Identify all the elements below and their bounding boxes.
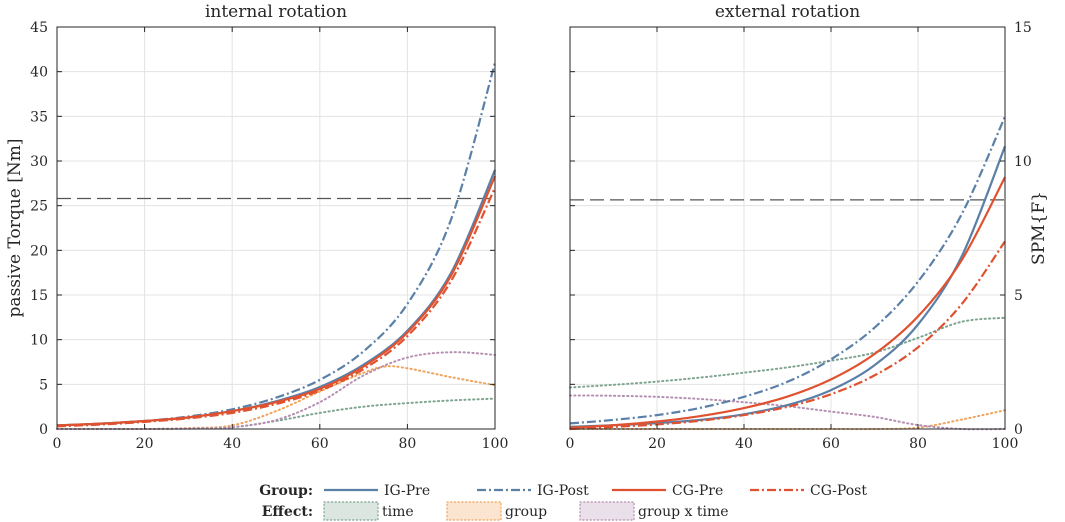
y-axis-label: passive Torque [Nm] bbox=[5, 139, 25, 318]
y-tick-label: 0 bbox=[1014, 422, 1023, 438]
series-line-ig-post bbox=[56, 62, 497, 427]
series-line-cg-post bbox=[56, 187, 496, 428]
x-tick-label: 60 bbox=[311, 436, 329, 452]
panel-title: external rotation bbox=[715, 2, 860, 22]
y-tick-label: 20 bbox=[30, 243, 48, 259]
effect-line-group-x-time bbox=[569, 394, 1006, 431]
series-line-ig-post bbox=[569, 116, 1007, 425]
plot-area bbox=[56, 62, 497, 431]
legend-label-group: group bbox=[505, 504, 547, 520]
x-tick-label: 40 bbox=[223, 436, 241, 452]
series-line-cg-post bbox=[569, 240, 1006, 431]
legend-items: IG-Pre IG-Post CG-Pre CG-Post time group group… bbox=[323, 483, 867, 521]
legend-label-group-x-time: group x time bbox=[638, 504, 729, 520]
y-tick-label: 15 bbox=[1014, 20, 1032, 36]
panel-title: internal rotation bbox=[205, 2, 347, 22]
legend-label-cg-post: CG-Post bbox=[810, 483, 867, 499]
legend-label-cg-pre: CG-Pre bbox=[672, 483, 723, 499]
legend-label-ig-pre: IG-Pre bbox=[384, 483, 430, 499]
x-tick-label: 40 bbox=[735, 436, 753, 452]
y-tick-label: 5 bbox=[1014, 288, 1023, 304]
legend-swatch-group-x-time bbox=[579, 501, 635, 521]
legend-label-ig-post: IG-Post bbox=[537, 483, 589, 499]
y-tick-label: 10 bbox=[30, 333, 48, 349]
x-tick-label: 20 bbox=[648, 436, 666, 452]
series-line-ig-pre bbox=[569, 145, 1007, 428]
y-tick-label: 45 bbox=[30, 20, 48, 36]
legend-group-heading: Group: bbox=[259, 483, 313, 499]
x-tick-label: 0 bbox=[566, 436, 575, 452]
legend-swatch-group bbox=[446, 501, 502, 521]
y-tick-label: 40 bbox=[30, 65, 48, 81]
y-axis-label: SPM{F} bbox=[1029, 191, 1049, 265]
series-line-cg-pre bbox=[569, 176, 1006, 429]
effect-line-group-x-time bbox=[56, 351, 496, 431]
legend-swatch-time bbox=[323, 501, 379, 521]
y-tick-label: 0 bbox=[39, 422, 48, 438]
y-tick-label: 35 bbox=[30, 109, 48, 125]
x-tick-label: 100 bbox=[992, 436, 1019, 452]
grid bbox=[57, 27, 495, 429]
axes-frame bbox=[569, 26, 1006, 430]
y-tick-label: 30 bbox=[30, 154, 48, 170]
x-tick-label: 20 bbox=[136, 436, 154, 452]
plot-area bbox=[569, 116, 1007, 431]
grid bbox=[570, 27, 1005, 429]
series-line-cg-pre bbox=[56, 175, 497, 427]
legend-effect-heading: Effect: bbox=[262, 504, 313, 520]
ticks: 0 20 40 60 80 100 0 5 10 15 20 25 30 35 40 45 bbox=[30, 20, 508, 452]
legend-label-time: time bbox=[382, 504, 414, 520]
x-tick-label: 80 bbox=[398, 436, 416, 452]
effect-line-time bbox=[569, 316, 1006, 389]
y-tick-label: 5 bbox=[39, 377, 48, 393]
y-tick-label: 25 bbox=[30, 199, 48, 215]
axes-frame bbox=[56, 26, 496, 430]
series-line-ig-pre bbox=[56, 169, 497, 427]
effect-line-group bbox=[569, 409, 1006, 431]
x-tick-label: 80 bbox=[909, 436, 927, 452]
x-tick-label: 100 bbox=[482, 436, 509, 452]
x-tick-label: 60 bbox=[822, 436, 840, 452]
panel-internal-rotation: 0 20 40 60 80 100 0 5 10 15 20 25 30 35 40 45 internal … bbox=[5, 2, 508, 452]
legend: Group: Effect: IG-Pre IG-Post CG-Pre CG-Pos… bbox=[259, 483, 867, 521]
y-tick-label: 10 bbox=[1014, 154, 1032, 170]
y-tick-label: 15 bbox=[30, 288, 48, 304]
x-tick-label: 0 bbox=[53, 436, 62, 452]
